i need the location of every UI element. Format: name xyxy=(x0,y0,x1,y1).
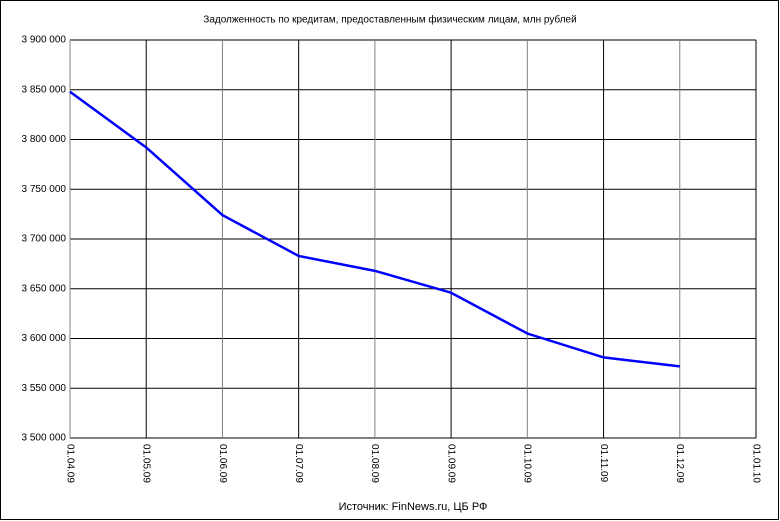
x-tick-label: 01.09.09 xyxy=(445,444,456,483)
x-tick-label: 01.10.09 xyxy=(522,444,533,483)
chart-title: Задолженность по кредитам, предоставленн… xyxy=(203,14,576,26)
y-tick-label: 3 850 000 xyxy=(22,84,67,95)
y-tick-label: 3 750 000 xyxy=(22,184,67,195)
x-tick-label: 01.11.09 xyxy=(598,444,609,483)
x-tick-label: 01.07.09 xyxy=(293,444,304,483)
y-tick-label: 3 550 000 xyxy=(22,383,67,394)
y-tick-label: 3 900 000 xyxy=(22,35,67,46)
y-tick-label: 3 800 000 xyxy=(22,134,67,145)
x-tick-label: 01.01.10 xyxy=(750,444,761,483)
data-line xyxy=(69,90,680,368)
source-note: Источник: FinNews.ru, ЦБ РФ xyxy=(339,501,488,513)
y-tick-label: 3 700 000 xyxy=(22,234,67,245)
x-tick-label: 01.04.09 xyxy=(64,444,75,483)
x-tick-label: 01.08.09 xyxy=(369,444,380,483)
x-tick-label: 01.05.09 xyxy=(141,444,152,483)
y-tick-label: 3 650 000 xyxy=(22,283,67,294)
x-tick-label: 01.12.09 xyxy=(674,444,685,483)
y-tick-label: 3 500 000 xyxy=(22,433,67,444)
x-tick-label: 01.06.09 xyxy=(217,444,228,483)
y-tick-label: 3 600 000 xyxy=(22,333,67,344)
